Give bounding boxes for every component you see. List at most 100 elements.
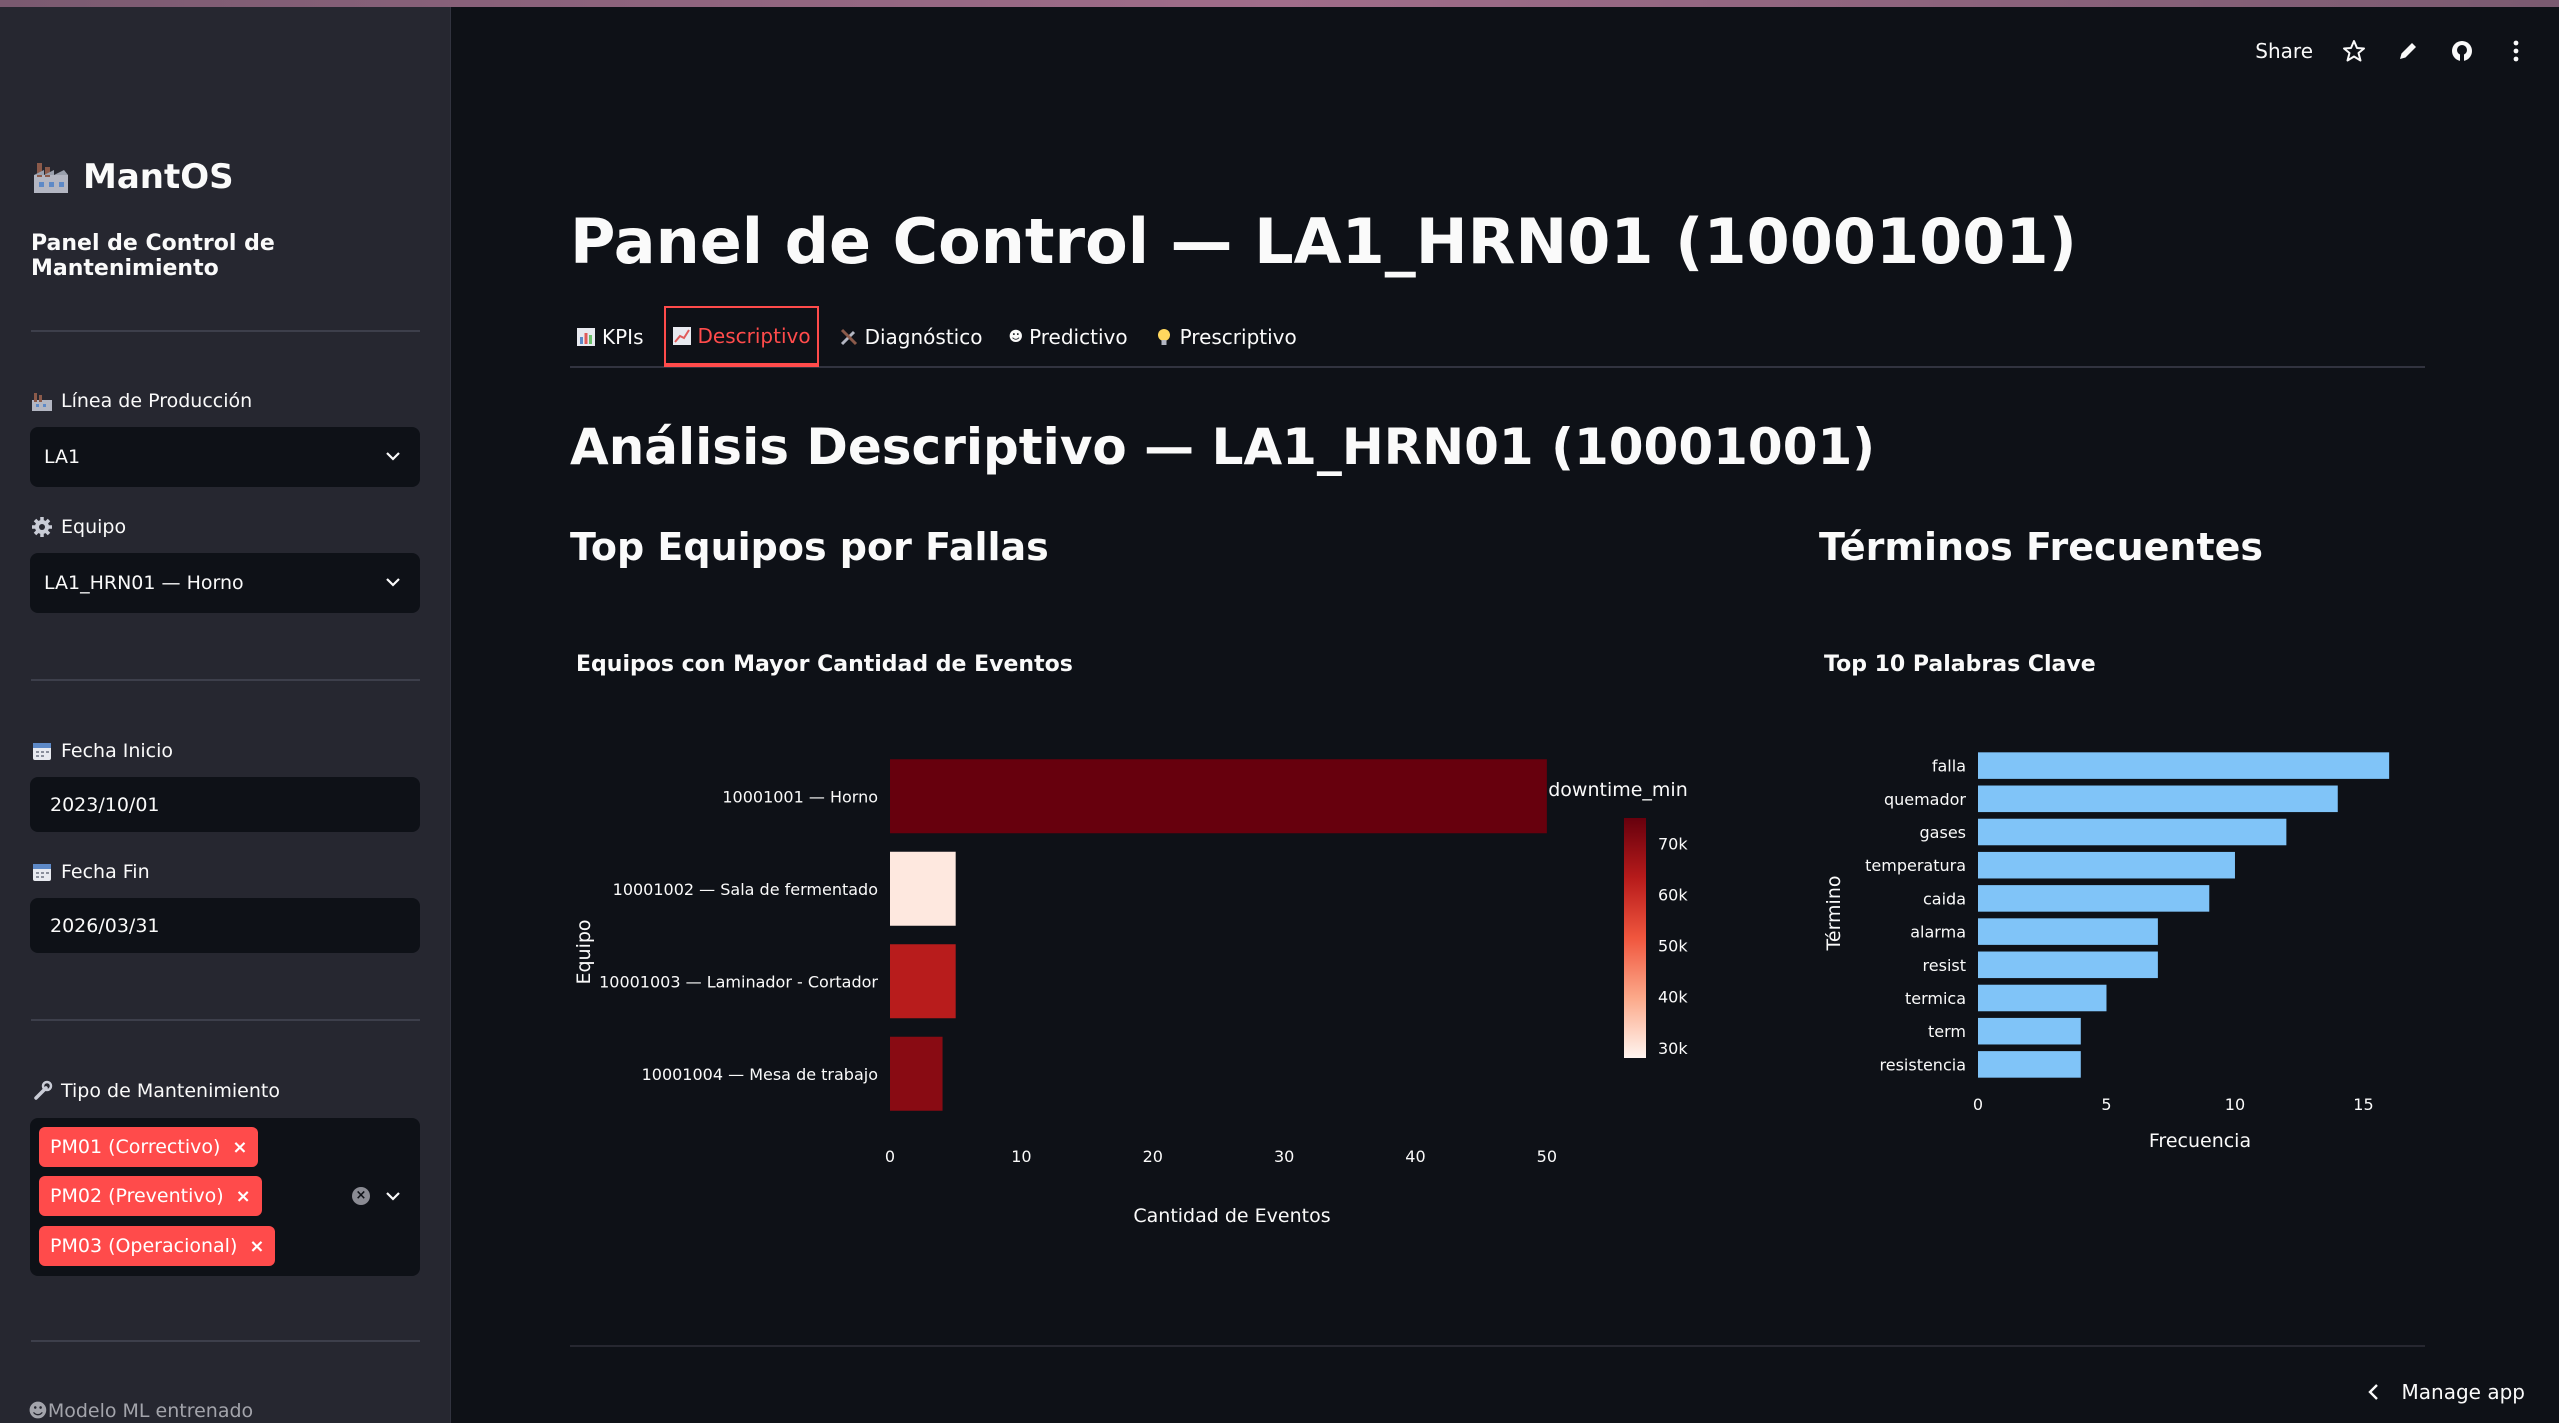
github-icon[interactable] <box>2449 38 2475 64</box>
sidebar: MantOS Panel de Control de Mantenimiento… <box>0 7 451 1423</box>
y-tick-label: resist <box>1923 956 1966 975</box>
brand-name: MantOS <box>83 157 234 197</box>
manage-app-button[interactable]: Manage app <box>2364 1380 2525 1404</box>
bar-gases <box>1978 818 2287 846</box>
share-button[interactable]: Share <box>2255 39 2313 63</box>
bar-temperatura <box>1978 851 2235 879</box>
sidebar-footer: ☻Modelo ML entrenado <box>28 1400 253 1422</box>
x-tick-label: 20 <box>1143 1147 1163 1166</box>
colorbar-tick: 30k <box>1658 1039 1688 1058</box>
bar-term <box>1978 1017 2081 1045</box>
fecha-fin-label-text: Fecha Fin <box>61 861 150 883</box>
left-subtitle: Top Equipos por Fallas <box>570 525 1049 569</box>
y-tick-label: gases <box>1920 823 1966 842</box>
factory-icon <box>34 163 68 193</box>
brain-icon: ☻ <box>1008 328 1024 345</box>
fecha-fin-input[interactable]: 2026/03/31 <box>30 898 420 953</box>
linea-label-text: Línea de Producción <box>61 390 253 412</box>
bar-alarma <box>1978 918 2158 945</box>
tab-diagnostico[interactable]: Diagnóstico <box>833 306 989 367</box>
tipo-label-text: Tipo de Mantenimiento <box>61 1080 280 1102</box>
fecha-inicio-label-text: Fecha Inicio <box>61 740 174 762</box>
chip-remove-icon[interactable]: × <box>235 1185 251 1207</box>
more-vertical-icon[interactable] <box>2503 38 2529 64</box>
y-tick-label: termica <box>1905 989 1966 1008</box>
fecha-inicio-input[interactable]: 2023/10/01 <box>30 777 420 832</box>
bar-caida <box>1978 885 2210 912</box>
tab-label: Prescriptivo <box>1179 324 1297 349</box>
equipo-select-value: LA1_HRN01 — Horno <box>44 572 244 594</box>
chip-pm03[interactable]: PM03 (Operacional) × <box>39 1226 276 1266</box>
tipo-multiselect[interactable]: PM01 (Correctivo) × PM02 (Preventivo) × PM… <box>30 1118 420 1276</box>
section-divider <box>570 1345 2425 1347</box>
right-subtitle: Términos Frecuentes <box>1819 525 2264 569</box>
chip-remove-icon[interactable]: × <box>232 1136 248 1158</box>
tab-label: Predictivo <box>1029 324 1128 349</box>
bar-termica <box>1978 984 2107 1012</box>
bar-quemador <box>1978 785 2338 813</box>
y-tick-label: 10001001 — Horno <box>722 787 878 806</box>
tab-predictivo[interactable]: ☻ Predictivo <box>1002 306 1133 367</box>
page-title: Panel de Control — LA1_HRN01 (10001001) <box>570 205 2077 278</box>
y-tick-label: term <box>1928 1022 1966 1041</box>
wrench-icon <box>34 1080 53 1100</box>
bar-3 <box>890 1036 943 1111</box>
x-tick-label: 10 <box>2225 1095 2245 1114</box>
x-tick-label: 15 <box>2353 1095 2373 1114</box>
bar-falla <box>1978 752 2390 779</box>
chip-pm02[interactable]: PM02 (Preventivo) × <box>39 1176 262 1216</box>
colorbar-tick: 40k <box>1658 988 1688 1007</box>
clear-icon[interactable]: × <box>352 1187 370 1205</box>
chart2-title: Top 10 Palabras Clave <box>1824 652 2096 677</box>
y-tick-label: alarma <box>1910 923 1966 942</box>
chart-increasing-icon <box>672 326 691 345</box>
bar-resist <box>1978 951 2158 979</box>
bar-0 <box>890 759 1547 834</box>
tab-prescriptivo[interactable]: Prescriptivo <box>1148 306 1303 367</box>
gear-icon <box>32 517 52 537</box>
chip-label: PM02 (Preventivo) <box>50 1185 224 1207</box>
bar-1 <box>890 851 956 926</box>
chevron-left-icon <box>2367 1384 2378 1400</box>
y-tick-label: temperatura <box>1865 856 1966 875</box>
chart1-ylabel: Equipo <box>573 919 595 984</box>
chevron-down-icon[interactable] <box>384 1187 402 1205</box>
bar-chart-icon <box>577 327 595 346</box>
tab-label: Descriptivo <box>697 323 811 348</box>
factory-icon <box>32 393 52 411</box>
chart1-xlabel: Cantidad de Eventos <box>1133 1205 1330 1227</box>
app-toolbar: Share <box>2255 38 2529 64</box>
x-tick-label: 40 <box>1405 1147 1425 1166</box>
chart2-ylabel: Término <box>1823 876 1845 952</box>
chip-remove-icon[interactable]: × <box>249 1235 265 1257</box>
tipo-label: Tipo de Mantenimiento <box>31 1080 280 1102</box>
tab-descriptivo[interactable]: Descriptivo <box>663 306 819 367</box>
bar-2 <box>890 944 956 1019</box>
sidebar-footer-text: Modelo ML entrenado <box>47 1400 254 1422</box>
edit-pencil-icon[interactable] <box>2395 38 2421 64</box>
colorbar <box>1624 818 1646 1058</box>
x-tick-label: 30 <box>1274 1147 1294 1166</box>
lightbulb-icon <box>1157 328 1170 345</box>
y-tick-label: falla <box>1932 757 1966 776</box>
sidebar-subtitle: Panel de Control de Mantenimiento <box>31 231 275 281</box>
linea-select-value: LA1 <box>44 446 81 468</box>
y-tick-label: quemador <box>1884 790 1966 809</box>
colorbar-title: downtime_min <box>1548 779 1688 801</box>
chevron-down-icon <box>386 578 400 587</box>
tab-label: Diagnóstico <box>864 324 983 349</box>
chip-pm01[interactable]: PM01 (Correctivo) × <box>39 1127 259 1167</box>
sidebar-divider <box>31 1340 420 1342</box>
chart2-xlabel: Frecuencia <box>2149 1130 2251 1152</box>
brain-icon: ☻ <box>28 1400 48 1422</box>
equipo-select[interactable]: LA1_HRN01 — Horno <box>30 553 420 613</box>
linea-select[interactable]: LA1 <box>30 427 420 487</box>
y-tick-label: 10001004 — Mesa de trabajo <box>642 1065 878 1084</box>
tab-kpis[interactable]: KPIs <box>570 306 650 367</box>
y-tick-label: 10001002 — Sala de fermentado <box>613 880 878 899</box>
tab-label: KPIs <box>602 324 644 349</box>
star-icon[interactable] <box>2341 38 2367 64</box>
equipo-label: Equipo <box>31 516 126 538</box>
y-tick-label: caida <box>1923 889 1966 908</box>
section-title: Análisis Descriptivo — LA1_HRN01 (100010… <box>570 418 1876 476</box>
